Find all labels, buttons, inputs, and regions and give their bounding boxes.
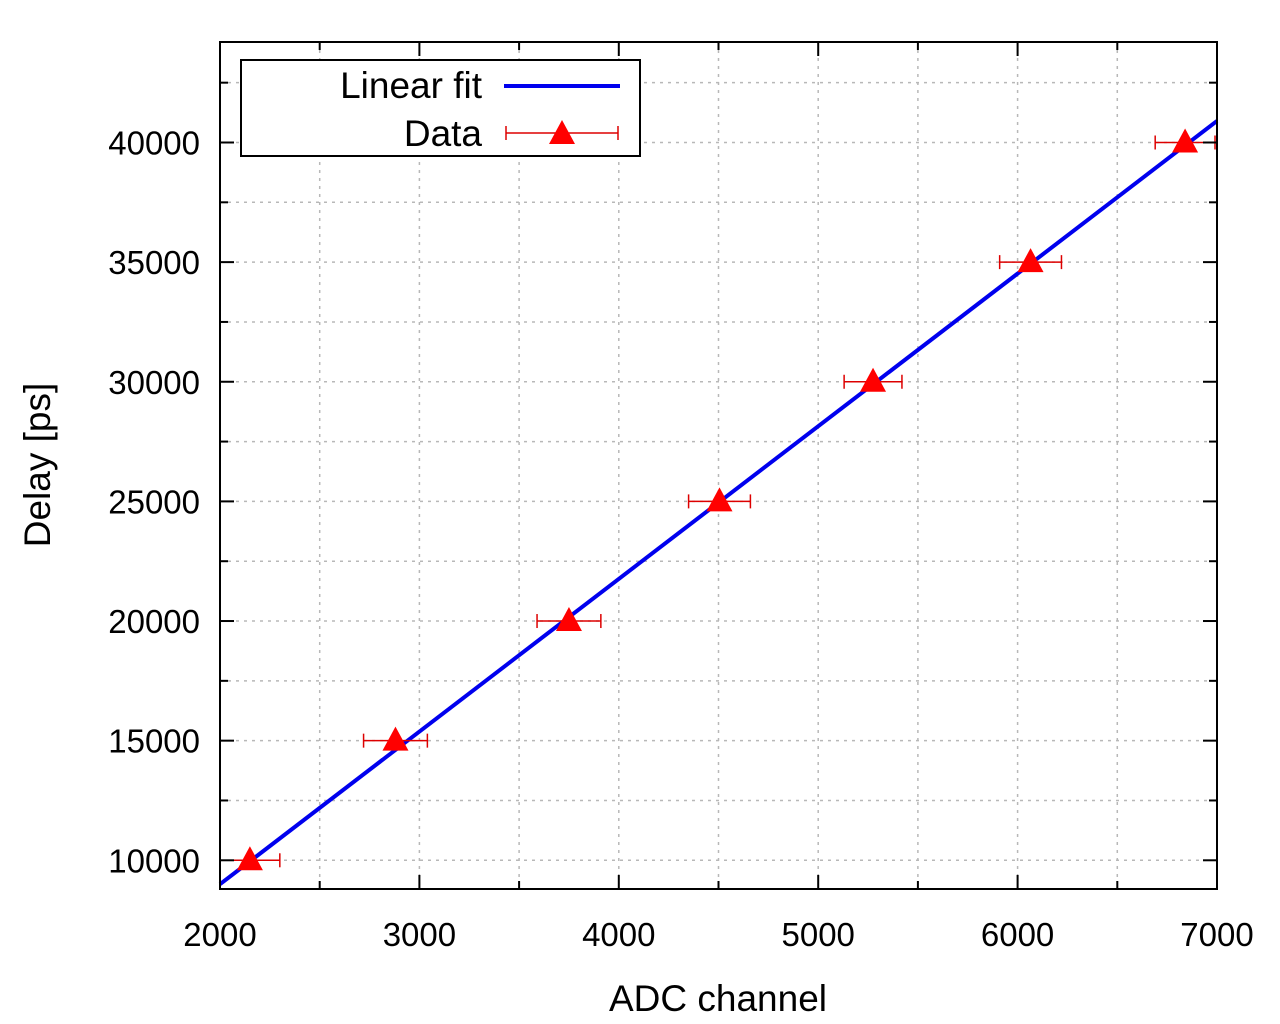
legend-label-fit: Linear fit [340, 65, 483, 106]
x-tick-label: 4000 [582, 916, 655, 953]
y-tick-label: 35000 [108, 244, 200, 281]
data-marker [236, 846, 263, 871]
y-tick-label: 20000 [108, 603, 200, 640]
y-tick-label: 15000 [108, 723, 200, 760]
data-marker [1017, 248, 1044, 273]
data-point [687, 487, 752, 512]
y-axis-title: Delay [ps] [17, 383, 58, 548]
plot-frame [219, 41, 1218, 890]
y-tick-label: 30000 [108, 364, 200, 401]
legend-box [240, 59, 641, 157]
x-tick-labels: 2000 3000 4000 5000 6000 7000 [183, 916, 1253, 953]
data-point [219, 846, 281, 871]
x-tick-label: 7000 [1180, 916, 1253, 953]
grid [220, 42, 1217, 889]
data-marker [382, 726, 409, 751]
legend-swatch-data [505, 120, 619, 144]
data-marker [860, 367, 887, 392]
y-tick-label: 10000 [108, 842, 200, 879]
data-series [219, 128, 1216, 871]
data-marker [1172, 128, 1199, 153]
y-tick-label: 40000 [108, 124, 200, 161]
data-point [362, 726, 429, 751]
x-tick-label: 5000 [781, 916, 854, 953]
x-tick-label: 2000 [183, 916, 256, 953]
axis-ticks [219, 42, 1218, 889]
y-tick-labels: 10000 15000 20000 25000 30000 35000 40000 [108, 124, 200, 879]
legend: Linear fit Data [240, 59, 641, 157]
data-point [1154, 128, 1216, 153]
legend-label-data: Data [404, 113, 483, 154]
x-tick-label: 6000 [981, 916, 1054, 953]
data-point [843, 367, 903, 392]
data-point [536, 607, 602, 632]
x-axis-title: ADC channel [609, 978, 827, 1019]
data-point [998, 248, 1063, 273]
data-marker [555, 607, 582, 632]
y-tick-label: 25000 [108, 483, 200, 520]
data-marker [706, 487, 733, 512]
x-tick-label: 3000 [383, 916, 456, 953]
